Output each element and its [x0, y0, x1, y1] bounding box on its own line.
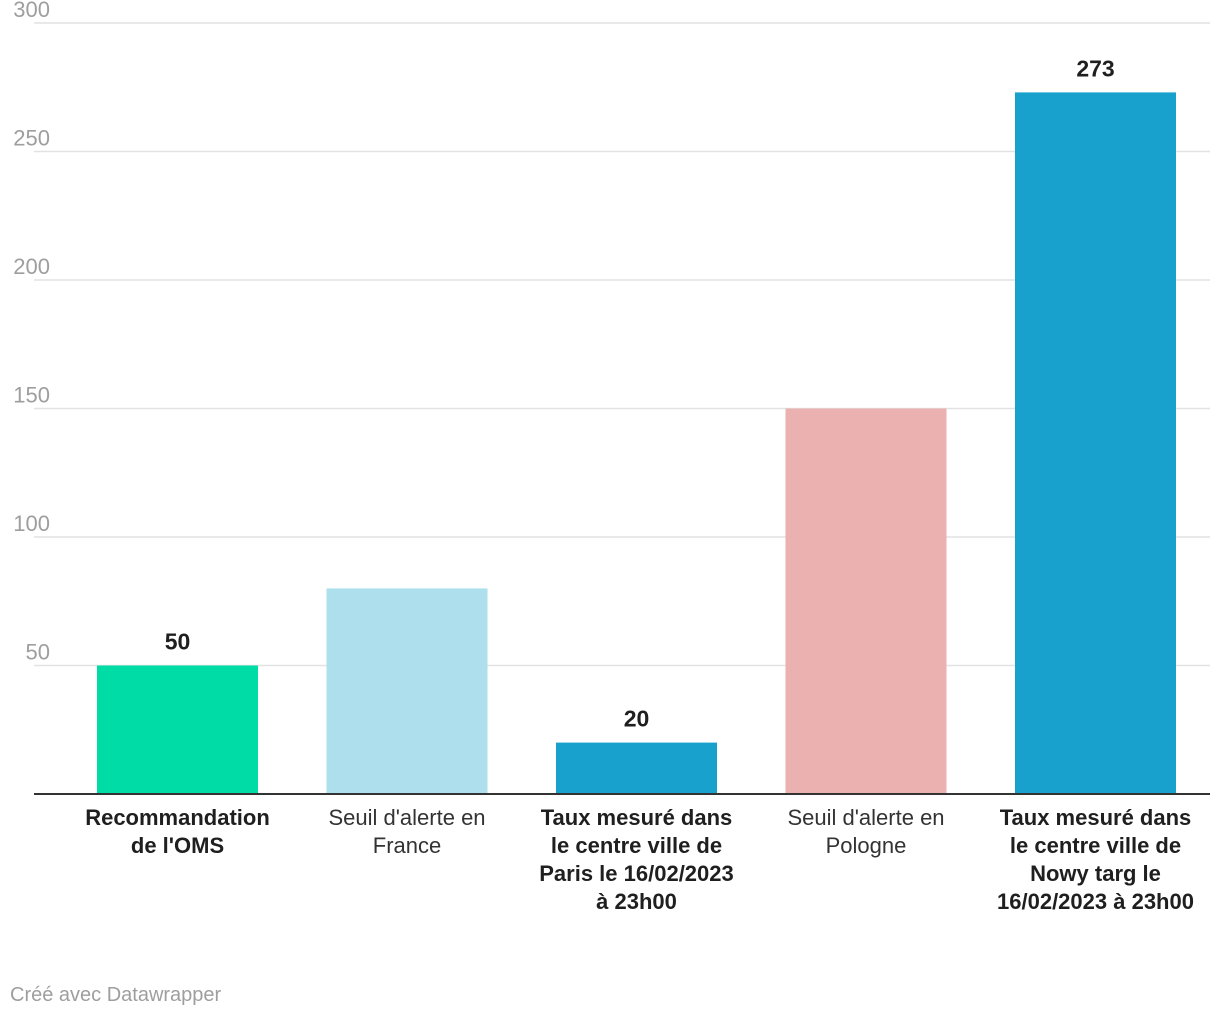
- credit-text: Créé avec Datawrapper: [10, 984, 222, 1006]
- y-tick-label: 300: [13, 0, 50, 22]
- bar-2: [556, 742, 717, 794]
- x-tick-label-2: Taux mesuré dans le centre ville de Pari…: [539, 805, 734, 914]
- y-tick-label: 250: [13, 126, 50, 151]
- x-tick-label-1: Seuil d'alerte en France: [328, 805, 486, 858]
- bar-chart: 50 100 150 200 250 300 50 20 273: [13, 0, 1210, 795]
- value-label-4: 273: [1076, 55, 1114, 81]
- y-tick-label: 50: [26, 640, 50, 665]
- grid-lines: [34, 22, 1210, 667]
- bar-0: [97, 665, 258, 794]
- bar-4: [1015, 92, 1176, 794]
- y-tick-label: 100: [13, 511, 50, 536]
- x-tick-label-4: Taux mesuré dans le centre ville de Nowy…: [997, 805, 1194, 914]
- y-axis-ticks: 50 100 150 200 250 300: [13, 0, 50, 665]
- x-tick-label-0: Recommandation de l'OMS: [85, 805, 270, 858]
- bar-3: [785, 408, 947, 794]
- bars: [97, 92, 1176, 794]
- y-tick-label: 150: [13, 383, 50, 408]
- value-label-0: 50: [165, 629, 191, 655]
- x-tick-label-3: Seuil d'alerte en Pologne: [787, 805, 945, 858]
- value-labels: 50 20 273: [165, 55, 1115, 731]
- y-tick-label: 200: [13, 254, 50, 279]
- bar-1: [326, 588, 488, 794]
- value-label-2: 20: [624, 706, 650, 732]
